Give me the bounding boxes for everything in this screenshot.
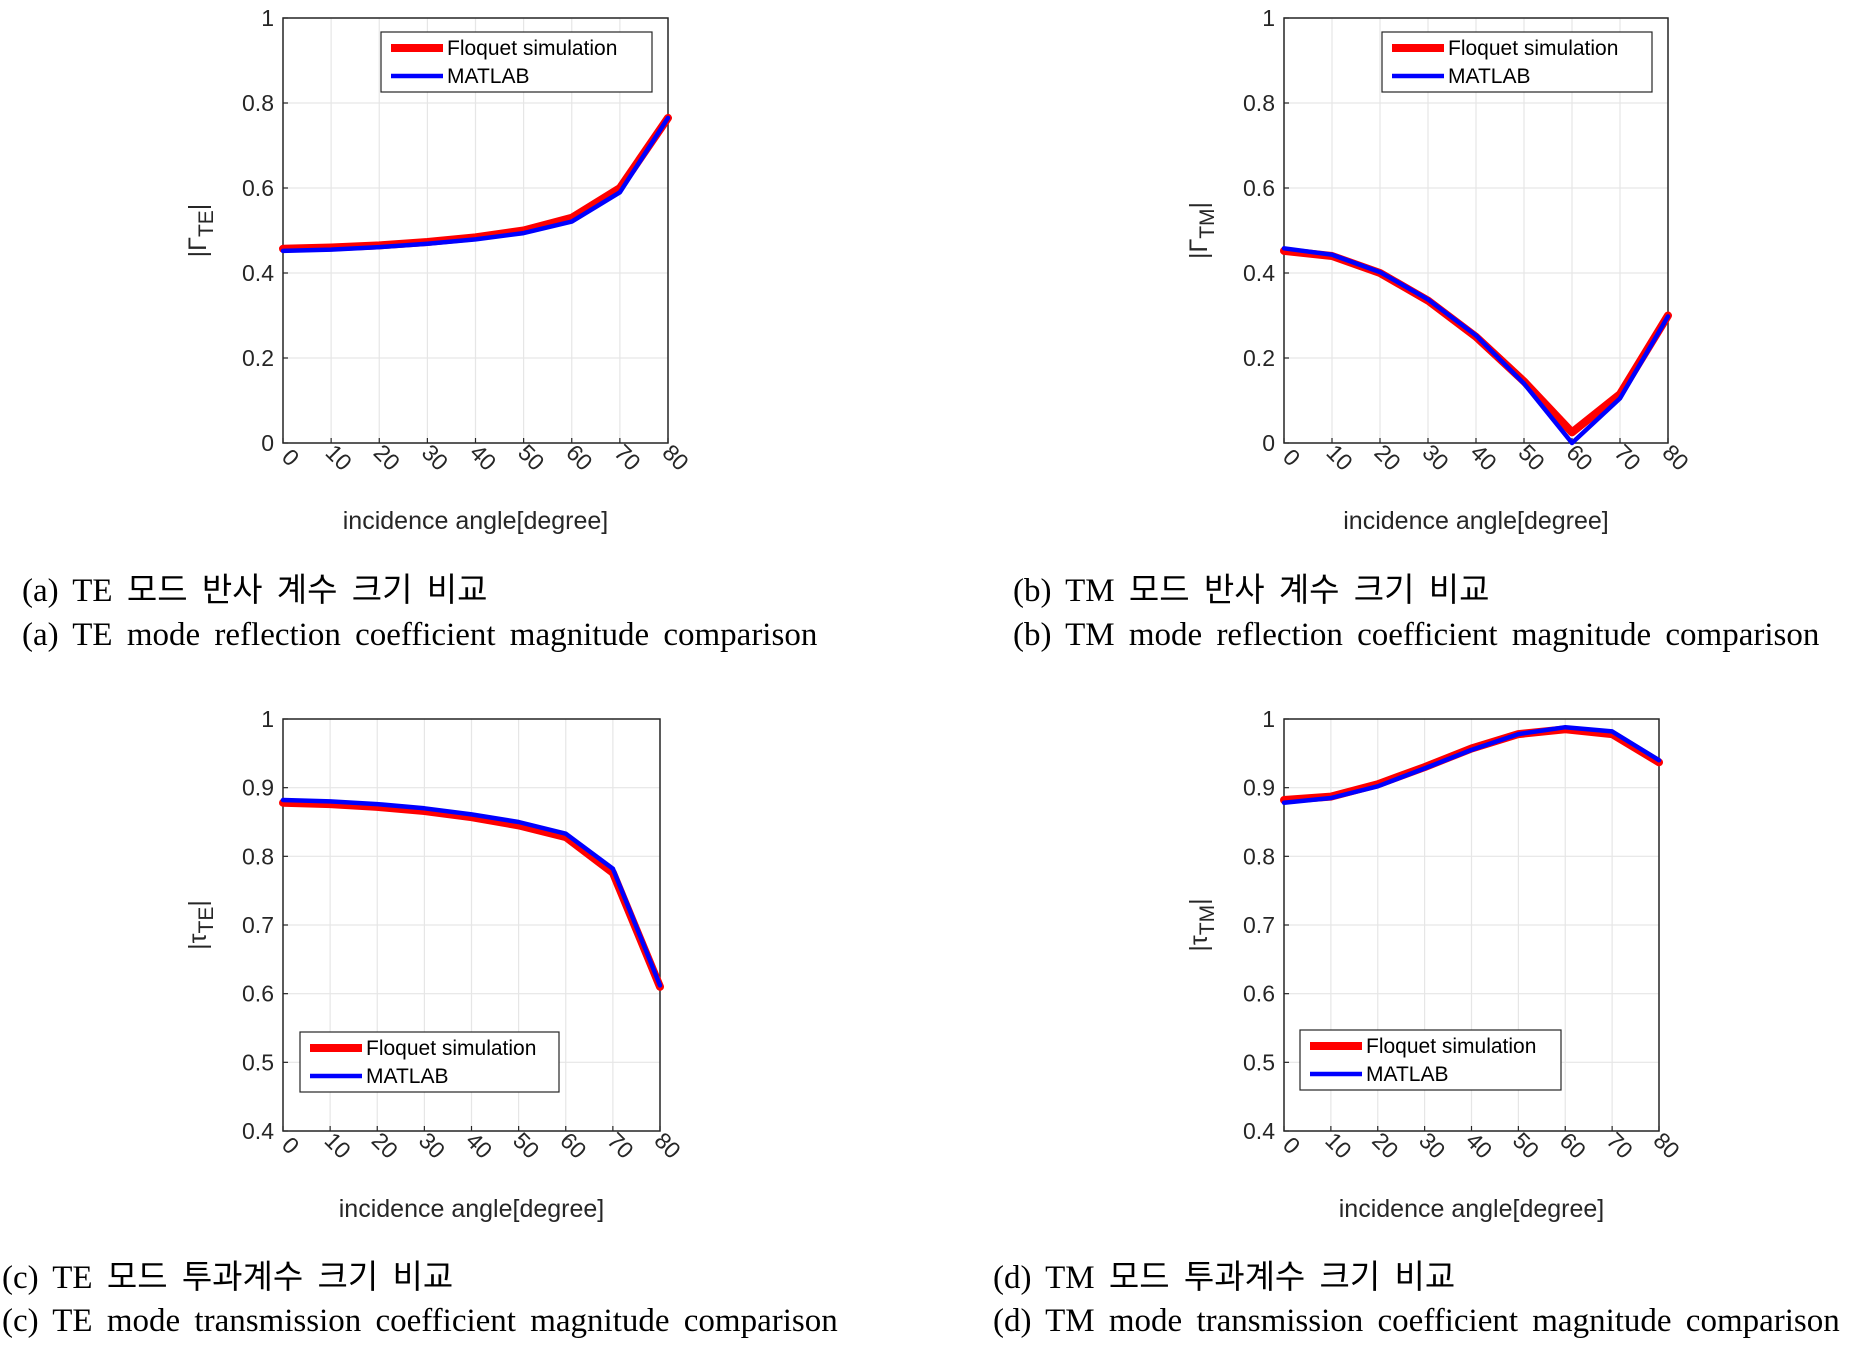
chart-b: 00.20.40.60.810 10 20 30 40 50 60 70 80incidence… [1185, 5, 1694, 535]
caption-ko-a: (a) TE 모드 반사 계수 크기 비교 [22, 573, 488, 609]
caption-en-d: (d) TM mode transmission coefficient mag… [993, 1303, 1840, 1339]
y-axis-label-sub: TM [1196, 905, 1219, 935]
x-tick-label: 20 [1367, 1127, 1403, 1163]
caption-ko-c: (c) TE 모드 투과계수 크기 비교 [2, 1260, 454, 1296]
x-tick-label: 70 [1602, 1127, 1638, 1163]
y-tick-label: 0.4 [242, 1118, 274, 1144]
y-axis-label-sub: TE [195, 907, 218, 934]
y-tick-label: 0.6 [1243, 175, 1275, 201]
x-axis-label: incidence angle[degree] [339, 1195, 604, 1223]
y-tick-label: 1 [261, 706, 274, 732]
y-tick-label: 0.8 [242, 843, 274, 869]
y-axis-label-end: | [184, 900, 212, 907]
y-tick-label: 1 [1262, 706, 1275, 732]
y-axis-label: |ΓTM| [1185, 202, 1219, 259]
y-axis-label-main: |Γ [1185, 239, 1213, 259]
y-tick-label: 0.7 [242, 912, 274, 938]
caption-en-c: (c) TE mode transmission coefficient mag… [2, 1303, 838, 1339]
chart-panel-c: 0.4 0.5 0.6 0.7 0.8 0.9 1 0 10 20 30 40 50 60 70 80 inci… [2, 706, 838, 1339]
legend-label: MATLAB [366, 1065, 448, 1088]
y-tick-label: 0.2 [1243, 345, 1275, 371]
legend-label: Floquet simulation [366, 1037, 536, 1060]
y-axis-label-main: |Γ [184, 237, 212, 257]
x-tick-label: 30 [1414, 1127, 1450, 1163]
y-tick-label: 0.6 [242, 981, 274, 1007]
y-tick-label: 1 [1262, 5, 1275, 31]
legend-label: MATLAB [1448, 65, 1530, 88]
x-tick-label: 40 [1461, 1127, 1497, 1163]
legend-box [1299, 1029, 1562, 1091]
y-tick-label: 0 [1262, 430, 1275, 456]
y-tick-label: 0.9 [1243, 775, 1275, 801]
x-axis-label: incidence angle[degree] [1339, 1195, 1604, 1223]
y-tick-label: 0.6 [1243, 981, 1275, 1007]
y-tick-label: 0.4 [242, 260, 274, 286]
chart-d: 0.40.50.60.70.80.910 10 20 30 40 50 60 70 80inci… [1185, 706, 1685, 1223]
legend-label: Floquet simulation [1448, 37, 1618, 60]
chart-panel-a: 0 0.2 0.4 0.6 0.8 1 0 10 20 30 40 50 60 70 80 incidence… [0, 0, 937, 673]
x-tick-label: 50 [1508, 1127, 1544, 1163]
y-tick-label: 0.2 [242, 345, 274, 371]
y-axis-label-main: |τ [184, 933, 212, 949]
x-axis-label: incidence angle[degree] [1343, 507, 1608, 535]
chart-c: 0.40.50.60.70.80.910 10 20 30 40 50 60 70 80inci… [184, 706, 686, 1223]
legend-box [380, 31, 653, 93]
y-tick-label: 0 [261, 430, 274, 456]
y-axis-label-end: | [184, 204, 212, 211]
y-axis-label-end: | [1185, 898, 1213, 905]
y-axis-label: |ΓTE| [184, 204, 218, 258]
y-axis-label-sub: TM [1196, 208, 1219, 238]
x-tick-label: 10 [1320, 1127, 1356, 1163]
caption-en-a: (a) TE mode reflection coefficient magni… [22, 617, 818, 653]
legend-label: MATLAB [1366, 1063, 1448, 1086]
y-tick-label: 0.9 [242, 775, 274, 801]
legend-box [1381, 31, 1653, 93]
y-tick-label: 0.7 [1243, 912, 1275, 938]
caption-ko-d: (d) TM 모드 투과계수 크기 비교 [993, 1260, 1456, 1296]
caption-ko-b: (b) TM 모드 반사 계수 크기 비교 [1013, 573, 1490, 609]
y-tick-label: 0.4 [1243, 260, 1275, 286]
y-axis-label-end: | [1185, 202, 1213, 209]
legend-label: Floquet simulation [1366, 1035, 1536, 1058]
x-tick-label: 60 [1555, 1127, 1591, 1163]
legend-box [299, 1031, 560, 1093]
caption-en-b: (b) TM mode reflection coefficient magni… [1013, 617, 1820, 653]
y-tick-label: 0.8 [242, 90, 274, 116]
x-tick-label: 80 [1648, 1127, 1684, 1163]
y-tick-label: 0.8 [1243, 843, 1275, 869]
y-axis-label-sub: TE [195, 210, 218, 237]
y-tick-label: 0.4 [1243, 1118, 1275, 1144]
y-tick-label: 1 [261, 5, 274, 31]
y-tick-label: 0.5 [242, 1049, 274, 1075]
x-axis-label: incidence angle[degree] [343, 507, 608, 535]
chart-a: 00.20.40.60.810 10 20 30 40 50 60 70 80incidence… [184, 5, 694, 535]
legend-label: MATLAB [447, 65, 529, 88]
y-tick-label: 0.6 [242, 175, 274, 201]
legend-label: Floquet simulation [447, 37, 617, 60]
y-axis-label: |τTE| [184, 900, 218, 950]
y-axis-label-main: |τ [1185, 935, 1213, 951]
y-axis-label: |τTM| [1185, 898, 1219, 951]
y-tick-label: 0.8 [1243, 90, 1275, 116]
y-tick-label: 0.5 [1243, 1049, 1275, 1075]
x-tick-label: 0 [1278, 1132, 1305, 1159]
chart-panel-b: 0 0.2 0.4 0.6 0.8 1 0 10 20 30 40 50 60 70 80 incidence… [1013, 5, 1820, 653]
